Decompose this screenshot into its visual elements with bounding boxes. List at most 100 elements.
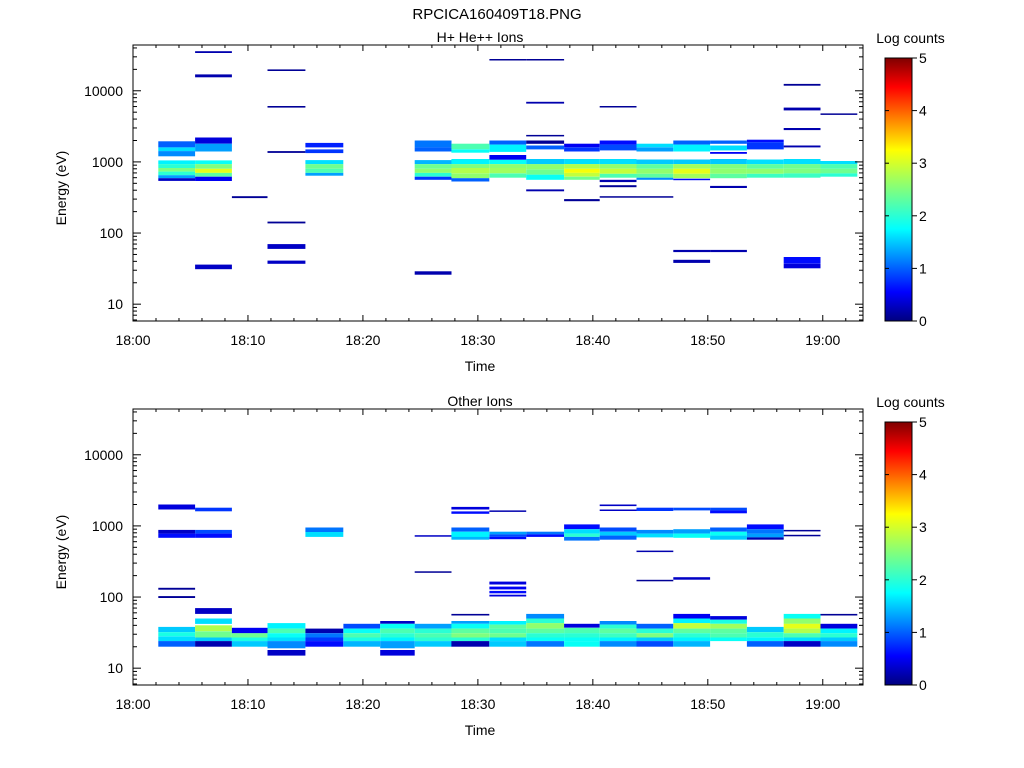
heatmap-cell — [599, 504, 637, 507]
heatmap-cell — [231, 196, 268, 199]
y-tick-label: 10000 — [84, 447, 123, 463]
heatmap-cell — [451, 164, 490, 168]
heatmap-cell — [158, 178, 196, 181]
heatmap-cell — [380, 637, 415, 642]
heatmap-cell — [451, 633, 490, 638]
heatmap-cell — [526, 618, 565, 624]
heatmap-cell — [195, 631, 232, 638]
heatmap-cell — [267, 628, 306, 634]
x-tick-label: 18:10 — [230, 696, 265, 712]
heatmap-cell — [158, 632, 196, 637]
panel-title: H+ He++ Ions — [437, 29, 524, 45]
heatmap-cell — [451, 143, 490, 150]
heatmap-cell — [195, 608, 232, 614]
heatmap-cell — [414, 168, 452, 173]
heatmap-cell — [195, 618, 232, 624]
heatmap-cell — [820, 164, 858, 169]
heatmap-cell — [158, 164, 196, 168]
heatmap-cell — [746, 529, 784, 534]
heatmap-cell — [783, 613, 821, 619]
heatmap-cell — [451, 511, 490, 514]
heatmap-cell — [267, 641, 306, 649]
heatmap-cell — [195, 160, 232, 165]
heatmap-cell — [267, 637, 306, 642]
heatmap-cell — [710, 527, 747, 532]
heatmap-cell — [710, 535, 747, 540]
heatmap-cell — [380, 623, 415, 629]
heatmap-cell — [564, 623, 600, 628]
heatmap-cell — [158, 147, 196, 152]
y-tick-label: 10 — [107, 296, 123, 312]
y-tick-label: 1000 — [92, 518, 123, 534]
heatmap-cell — [710, 628, 747, 634]
heatmap-cell — [710, 173, 747, 179]
heatmap-cell — [746, 168, 784, 174]
heatmap-cell — [746, 637, 784, 642]
y-tick-label: 1000 — [92, 154, 123, 170]
heatmap-cell — [599, 106, 637, 108]
x-tick-label: 18:30 — [460, 696, 495, 712]
heatmap-cell — [267, 623, 306, 629]
x-tick-label: 18:20 — [345, 332, 380, 348]
heatmap-cell — [673, 507, 711, 511]
heatmap-cell — [526, 637, 565, 642]
heatmap-cell — [636, 550, 674, 553]
heatmap-cell — [599, 140, 637, 145]
heatmap-cell — [195, 51, 232, 53]
heatmap-cell — [451, 527, 490, 532]
heatmap-cell — [231, 633, 268, 638]
heatmap-cell — [599, 509, 637, 511]
heatmap-cell — [710, 637, 747, 642]
colorbar-label: Log counts — [876, 394, 945, 410]
heatmap-cell — [673, 533, 711, 538]
heatmap-cell — [414, 623, 452, 629]
heatmap-cell — [489, 159, 527, 165]
heatmap-cell — [636, 641, 674, 647]
heatmap-cell — [673, 637, 711, 642]
heatmap-cell — [599, 185, 637, 188]
heatmap-cell — [599, 624, 637, 629]
heatmap-cell — [489, 536, 527, 540]
heatmap-cell — [783, 168, 821, 174]
colorbar-tick-label: 0 — [919, 677, 927, 693]
heatmap-cell — [746, 641, 784, 647]
heatmap-cell — [636, 623, 674, 629]
heatmap-cell — [158, 641, 196, 647]
heatmap-cell — [305, 532, 344, 537]
heatmap-cell — [783, 145, 821, 148]
heatmap-cell — [599, 535, 637, 540]
heatmap-cell — [158, 160, 196, 165]
heatmap-cell — [710, 152, 747, 154]
heatmap-cell — [673, 641, 711, 647]
heatmap-cell — [267, 260, 306, 264]
colorbar-tick-label: 2 — [919, 572, 927, 588]
heatmap-cell — [195, 176, 232, 181]
heatmap-cell — [599, 173, 637, 178]
heatmap-cell — [489, 140, 527, 145]
heatmap-cell — [526, 101, 565, 104]
heatmap-cell — [489, 531, 527, 535]
y-axis: 10 100 1000 10000 — [84, 411, 863, 685]
heatmap-cell — [564, 164, 600, 169]
heatmap-cell — [414, 633, 452, 638]
heatmap-cell — [305, 527, 344, 532]
heatmap-cell — [710, 531, 747, 536]
heatmap-cell — [231, 627, 268, 634]
heatmap-cell — [710, 159, 747, 165]
heatmap-cell — [195, 168, 232, 173]
heatmap-cell — [564, 168, 600, 173]
heatmap-cell — [783, 263, 821, 269]
heatmap-cell — [746, 632, 784, 638]
heatmap-cell — [746, 159, 784, 165]
heatmap-cell — [526, 140, 565, 144]
colorbar-tick-label: 4 — [919, 467, 927, 483]
heatmap-cell — [343, 623, 381, 629]
heatmap-cell — [636, 633, 674, 638]
heatmap-cell — [305, 637, 344, 642]
heatmap-cell — [783, 534, 821, 537]
heatmap-cell — [673, 168, 711, 174]
colorbar-tick-label: 4 — [919, 103, 927, 119]
heatmap-cell — [451, 621, 490, 624]
heatmap-cell — [673, 577, 711, 580]
heatmap-cell — [746, 537, 784, 540]
